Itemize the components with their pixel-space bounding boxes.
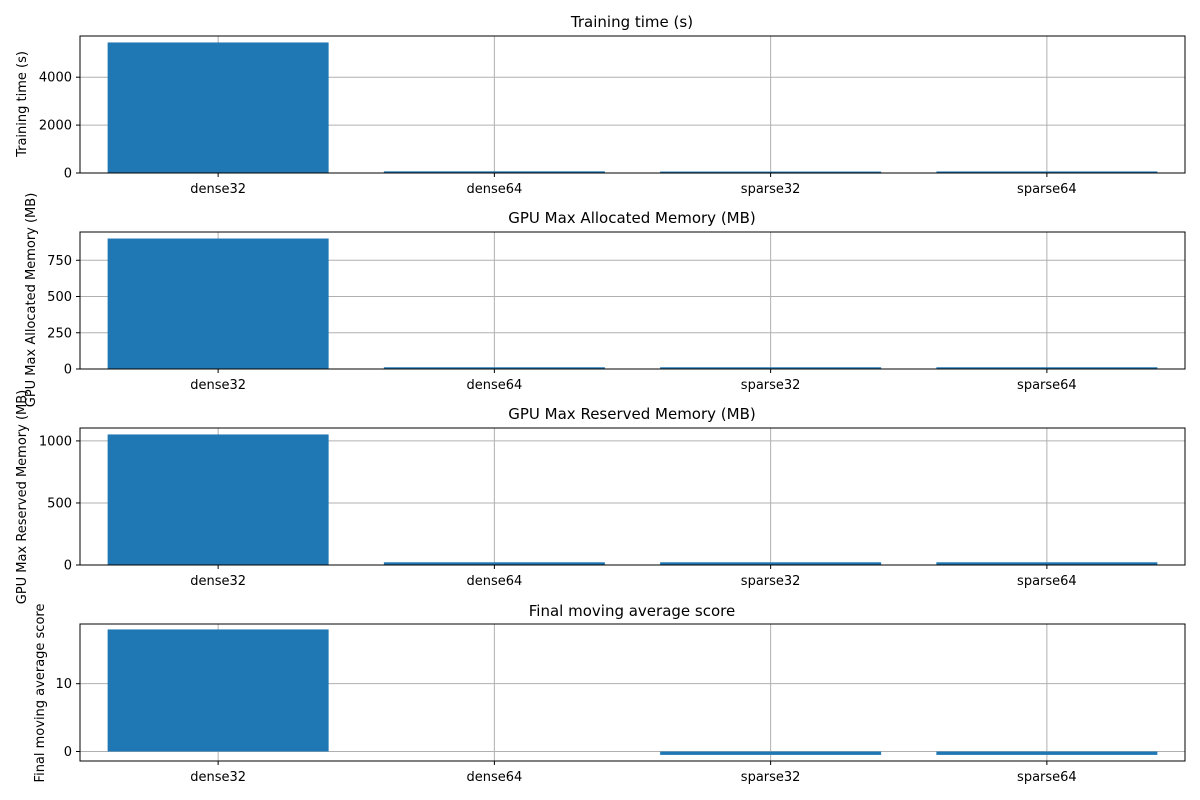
- tick-layer: 0 250 500 750 dense32 dense64 sparse32 sparse64: [47, 254, 1077, 393]
- tick-layer: 0 2000 4000 dense32 dense64 sparse32 sparse64: [39, 71, 1077, 197]
- bar-sparse64: [936, 367, 1158, 370]
- tick-layer: 0 500 1000 dense32 dense64 sparse32 sparse64: [39, 434, 1077, 589]
- tick-layer: 0 10 dense32 dense64 sparse32 sparse64: [55, 677, 1076, 785]
- y-axis-label: GPU Max Reserved Memory (MB): [15, 390, 30, 605]
- x-tick-label: sparse32: [741, 574, 801, 589]
- y-tick-label: 500: [47, 290, 72, 305]
- bar-sparse64: [936, 171, 1158, 174]
- bar-dense64: [383, 171, 605, 174]
- x-tick-label: sparse64: [1017, 574, 1077, 589]
- bar-layer: [107, 238, 1158, 370]
- chart-title: GPU Max Allocated Memory (MB): [508, 209, 756, 227]
- y-tick-label: 0: [64, 167, 72, 182]
- bar-sparse64: [936, 562, 1158, 565]
- y-tick-label: 750: [47, 254, 72, 269]
- x-tick-label: dense64: [466, 378, 522, 393]
- x-tick-label: dense32: [190, 182, 246, 197]
- y-tick-label: 4000: [39, 71, 72, 86]
- bar-layer: [107, 629, 1158, 755]
- x-tick-label: sparse64: [1017, 182, 1077, 197]
- x-tick-label: dense64: [466, 182, 522, 197]
- y-tick-label: 0: [64, 363, 72, 378]
- y-tick-label: 500: [47, 496, 72, 511]
- bar-dense32: [107, 238, 329, 369]
- y-axis-label: Training time (s): [15, 51, 30, 158]
- y-tick-label: 10: [55, 677, 72, 692]
- x-tick-label: sparse32: [741, 770, 801, 785]
- chart-title: GPU Max Reserved Memory (MB): [508, 405, 756, 423]
- bar-sparse32: [660, 562, 882, 565]
- y-tick-label: 1000: [39, 434, 72, 449]
- bar-layer: [107, 42, 1158, 174]
- chart-title: Final moving average score: [529, 602, 735, 620]
- axes-frame: [79, 231, 1186, 370]
- y-tick-label: 250: [47, 326, 72, 341]
- x-tick-label: sparse64: [1017, 770, 1077, 785]
- bar-dense32: [107, 629, 329, 752]
- subplot-final-score: Final moving average score Final moving …: [33, 602, 1186, 785]
- subplot-gpu-allocated: GPU Max Allocated Memory (MB) GPU Max Al…: [24, 193, 1186, 408]
- x-tick-label: sparse32: [741, 378, 801, 393]
- x-tick-label: dense32: [190, 378, 246, 393]
- x-tick-label: dense64: [466, 770, 522, 785]
- x-tick-label: sparse64: [1017, 378, 1077, 393]
- bar-sparse32: [660, 367, 882, 370]
- bar-layer: [107, 434, 1158, 565]
- bar-sparse64: [936, 751, 1158, 755]
- x-tick-label: dense32: [190, 574, 246, 589]
- y-axis-label: Final moving average score: [33, 604, 48, 783]
- x-tick-label: dense32: [190, 770, 246, 785]
- subplot-gpu-reserved: GPU Max Reserved Memory (MB) GPU Max Res…: [15, 390, 1186, 605]
- bar-dense64: [383, 367, 605, 370]
- axes-frame: [79, 35, 1186, 174]
- axes-frame: [79, 623, 1186, 762]
- chart-title: Training time (s): [570, 13, 693, 31]
- y-tick-label: 0: [64, 745, 72, 760]
- x-tick-label: dense64: [466, 574, 522, 589]
- y-axis-label: GPU Max Allocated Memory (MB): [24, 193, 39, 408]
- subplot-training-time: Training time (s) Training time (s) 0 200…: [15, 13, 1186, 197]
- bar-dense64: [383, 562, 605, 565]
- bar-sparse32: [660, 751, 882, 755]
- bar-dense32: [107, 42, 329, 173]
- x-tick-label: sparse32: [741, 182, 801, 197]
- bar-dense32: [107, 434, 329, 565]
- y-tick-label: 0: [64, 559, 72, 574]
- axes-frame: [79, 427, 1186, 566]
- y-tick-label: 2000: [39, 119, 72, 134]
